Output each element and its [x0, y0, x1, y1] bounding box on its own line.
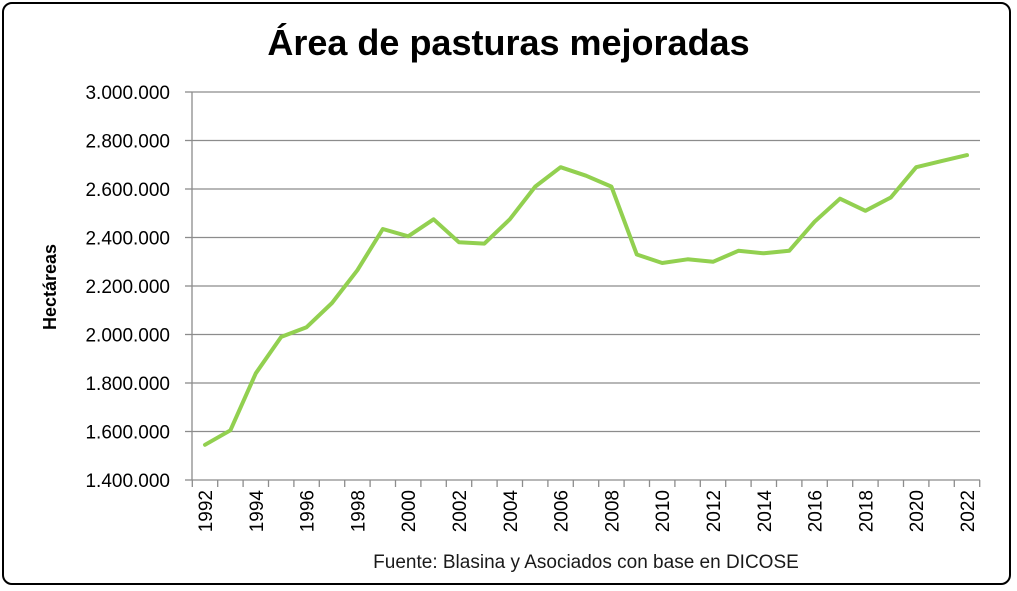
x-tick-label: 2014: [755, 490, 776, 533]
y-tick-labels: 1.400.000 1.600.000 1.800.000 2.000.000 2.20…: [85, 83, 170, 492]
y-tick-label: 3.000.000: [85, 83, 170, 104]
source-note: Fuente: Blasina y Asociados con base en …: [373, 552, 799, 573]
y-tick-label: 2.400.000: [85, 229, 170, 250]
chart-title: Área de pasturas mejoradas: [267, 22, 750, 63]
x-tick-label: 2016: [806, 490, 827, 532]
series-line: [203, 153, 969, 447]
y-tick-label: 2.000.000: [85, 326, 170, 347]
y-tick-label: 2.800.000: [85, 132, 170, 153]
x-tick-label: 2006: [552, 490, 573, 532]
x-tick-label: 1992: [196, 490, 217, 532]
y-tick-label: 2.600.000: [85, 180, 170, 201]
y-axis-label: Hectáreas: [40, 244, 60, 330]
x-tick-label: 2002: [450, 490, 471, 532]
axes: [185, 91, 981, 487]
x-tick-label: 1996: [298, 490, 319, 532]
x-tick-label: 2012: [704, 490, 725, 532]
x-tick-label: 2022: [958, 490, 979, 532]
grid-lines: [192, 91, 980, 433]
y-tick-label: 2.200.000: [85, 277, 170, 298]
x-tick-label: 2018: [856, 490, 877, 532]
x-tick-label: 2010: [653, 490, 674, 532]
x-tick-label: 1994: [247, 490, 268, 533]
data-series: [203, 153, 969, 447]
x-tick-label: 2000: [399, 490, 420, 532]
x-tick-label: 2020: [907, 490, 928, 532]
y-tick-label: 1.600.000: [85, 423, 170, 444]
x-tick-label: 2008: [602, 490, 623, 532]
x-tick-labels: 1992 1994 1996 1998 2000 2002 2004 2006 2008 2010…: [196, 490, 979, 533]
x-tick-label: 2004: [501, 490, 522, 533]
y-tick-label: 1.800.000: [85, 374, 170, 395]
x-tick-label: 1998: [348, 490, 369, 532]
y-tick-label: 1.400.000: [85, 471, 170, 492]
chart-frame: [2, 2, 1011, 585]
